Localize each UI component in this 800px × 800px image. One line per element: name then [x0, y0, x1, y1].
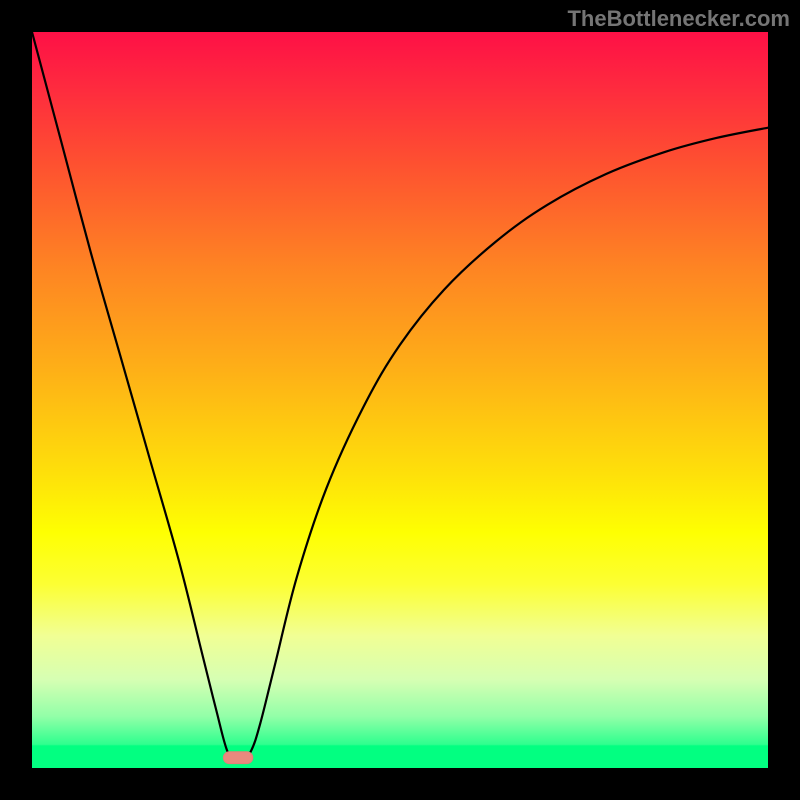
- chart-container: TheBottlenecker.com: [0, 0, 800, 800]
- bottleneck-chart: [0, 0, 800, 800]
- optimal-marker: [223, 752, 252, 764]
- plot-background: [32, 32, 768, 768]
